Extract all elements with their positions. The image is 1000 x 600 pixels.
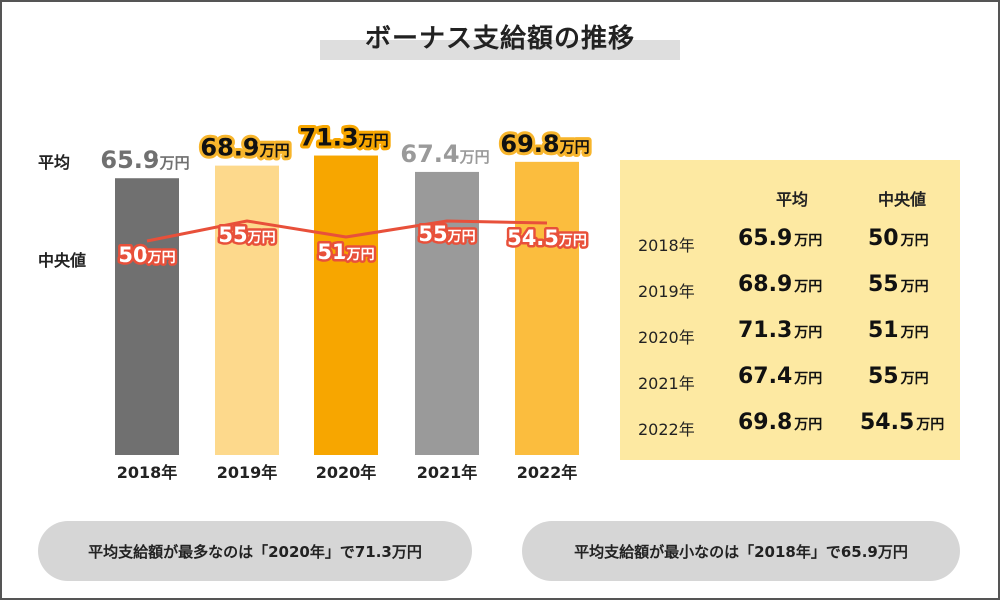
note-max-pill: 平均支給額が最多なのは「2020年」で71.3万円 (38, 521, 472, 581)
table-avg-value: 71.3 万円 (738, 318, 823, 343)
x-tick-label: 2018年 (117, 463, 178, 482)
table-header-median: 中央値 (878, 190, 927, 209)
x-tick-label: 2019年 (217, 463, 278, 482)
table-median-value: 54.5 万円 (860, 410, 945, 435)
table-unit: 万円 (916, 417, 945, 433)
median-line (146, 219, 548, 243)
bar (515, 161, 579, 455)
table-avg-value: 67.4 万円 (738, 364, 823, 389)
table-row: 2020年 71.3 万円 51 万円 (620, 314, 960, 354)
table-year: 2021年 (638, 374, 695, 393)
table-avg-value: 68.9 万円 (738, 272, 823, 297)
bar (215, 165, 279, 455)
title-area: ボーナス支給額の推移 (0, 14, 1000, 64)
chart-title: ボーナス支給額の推移 (364, 24, 635, 54)
avg-data-label: 67.4万円 (400, 140, 489, 168)
table-row: 2022年 69.8 万円 54.5 万円 (620, 406, 960, 446)
bar (415, 171, 479, 456)
x-tick-label: 2021年 (417, 463, 478, 482)
table-unit: 万円 (794, 325, 823, 341)
table-avg-value: 69.8 万円 (738, 410, 823, 435)
table-median-value: 51 万円 (868, 318, 929, 343)
table-unit: 万円 (900, 279, 929, 295)
bar (314, 155, 378, 456)
summary-table: 平均 中央値 2018年 65.9 万円 50 万円 2019年 68.9 万円 55… (620, 160, 960, 460)
table-header-avg: 平均 (776, 190, 809, 209)
table-unit: 万円 (794, 371, 823, 387)
avg-data-label: 65.9万円 (100, 146, 189, 174)
table-median-value: 55 万円 (868, 364, 929, 389)
table-median-value: 50 万円 (868, 226, 929, 251)
table-unit: 万円 (794, 233, 823, 249)
avg-row-label: 平均 (38, 153, 70, 172)
table-year: 2020年 (638, 328, 695, 347)
avg-data-label: 68.9万円 (200, 134, 289, 162)
median-row-label: 中央値 (38, 251, 86, 270)
bar (115, 178, 179, 455)
x-tick-label: 2020年 (316, 463, 377, 482)
table-row: 2018年 65.9 万円 50 万円 (620, 222, 960, 262)
table-unit: 万円 (900, 325, 929, 341)
table-median-value: 55 万円 (868, 272, 929, 297)
table-year: 2018年 (638, 236, 695, 255)
table-avg-value: 65.9 万円 (738, 226, 823, 251)
table-year: 2019年 (638, 282, 695, 301)
avg-data-label: 69.8万円 (500, 130, 589, 158)
avg-data-label: 71.3万円 (299, 124, 388, 152)
table-unit: 万円 (794, 417, 823, 433)
title-underline-band (320, 40, 680, 60)
note-min-pill: 平均支給額が最小なのは「2018年」で65.9万円 (522, 521, 960, 581)
table-unit: 万円 (900, 371, 929, 387)
table-unit: 万円 (900, 233, 929, 249)
table-year: 2022年 (638, 420, 695, 439)
table-row: 2021年 67.4 万円 55 万円 (620, 360, 960, 400)
table-row: 2019年 68.9 万円 55 万円 (620, 268, 960, 308)
table-unit: 万円 (794, 279, 823, 295)
x-tick-label: 2022年 (517, 463, 578, 482)
